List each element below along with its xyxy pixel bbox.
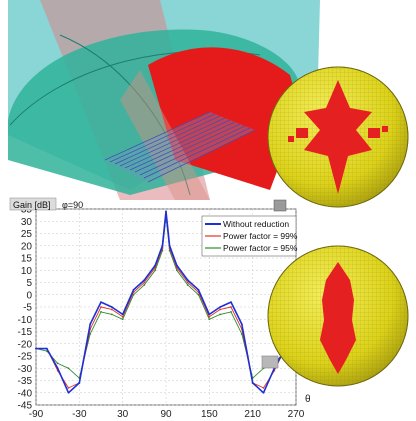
y-tick-label: -10 — [18, 315, 33, 326]
tick-labels: 35302520151050-5-10-15-20-25-30-35-40-45… — [18, 205, 305, 421]
x-tick-label: 90 — [160, 409, 172, 420]
series-0-point — [35, 347, 37, 350]
series-0-point — [45, 347, 48, 350]
series-2-point — [208, 318, 211, 321]
series-0-point — [208, 313, 211, 316]
series-1-point — [219, 308, 222, 311]
series-1-point — [121, 315, 124, 318]
axis-toggle-button[interactable] — [273, 199, 287, 212]
dome-meridian — [59, 34, 191, 196]
series-2-point — [186, 284, 189, 286]
series-2-point — [67, 367, 70, 370]
y-tick-label: 20 — [21, 241, 33, 252]
series-2-point — [230, 311, 232, 313]
series-0-point — [100, 301, 102, 303]
legend-label-without-reduction: Without reduction — [223, 219, 289, 229]
series-0-point — [143, 279, 146, 281]
array-panel — [104, 111, 256, 183]
series-2-point — [175, 269, 178, 272]
series-0-point — [161, 244, 164, 247]
pink-plane-overlay — [120, 70, 210, 200]
series-1-point — [67, 386, 70, 389]
series-0-point — [110, 306, 113, 308]
sphere-pattern-bottom — [267, 245, 409, 387]
series-2-point — [143, 284, 146, 286]
y-tick-label: -20 — [18, 339, 33, 350]
scroll-handle[interactable] — [261, 355, 279, 369]
gain-label: Gain [dB] — [13, 200, 51, 210]
legend-label-power-95: Power factor = 95% — [223, 243, 298, 253]
red-lobe-bottom — [320, 262, 356, 374]
series-2-point — [219, 313, 222, 316]
red-lobe-top — [304, 80, 372, 194]
series-0-point — [165, 210, 167, 213]
series-0-point — [251, 382, 254, 384]
series-0-point — [197, 288, 200, 291]
x-tick-label: 150 — [201, 409, 218, 420]
y-tick-label: -25 — [18, 352, 33, 363]
x-tick-label: 270 — [288, 409, 305, 420]
series-0-point — [132, 288, 135, 291]
legend: Without reduction Power factor = 99% Pow… — [201, 215, 298, 257]
y-tick-label: -35 — [18, 376, 33, 387]
y-tick-label: -45 — [18, 401, 33, 412]
series-2-point — [121, 318, 124, 321]
series-0-point — [240, 323, 243, 326]
series-0-point — [219, 306, 222, 308]
series-2-point — [100, 311, 102, 313]
y-tick-label: -30 — [18, 364, 33, 375]
x-axis-label: θ — [305, 394, 311, 405]
x-tick-label: -90 — [29, 409, 44, 420]
gain-chart: 35302520151050-5-10-15-20-25-30-35-40-45… — [9, 197, 311, 421]
series-0-point — [154, 264, 157, 267]
sphere-pattern-top — [267, 66, 409, 208]
series-0-point — [175, 264, 178, 267]
legend-box — [201, 215, 297, 257]
y-tick-label: 15 — [21, 254, 33, 265]
x-tick-label: 210 — [244, 409, 261, 420]
x-tick-label: -30 — [72, 409, 87, 420]
series-1-point — [262, 386, 265, 389]
grid-lines — [35, 208, 297, 406]
y-tick-label: 0 — [26, 290, 32, 301]
y-tick-label: 5 — [26, 278, 32, 289]
series-0-point — [168, 244, 171, 247]
series-2-point — [56, 362, 59, 365]
series-0-point — [230, 301, 232, 303]
series-1-point — [100, 306, 102, 308]
y-tick-label: 25 — [21, 229, 33, 240]
series-0-point — [67, 391, 70, 394]
antenna-3d-view — [0, 0, 416, 200]
y-tick-label: -5 — [23, 303, 32, 314]
series-0-point — [121, 313, 124, 316]
gain-label-box — [9, 197, 57, 211]
y-tick-label: -40 — [18, 388, 33, 399]
series-0-point — [262, 391, 265, 394]
x-tick-label: 30 — [117, 409, 129, 420]
y-tick-label: 30 — [21, 217, 33, 228]
series-1-point — [143, 281, 146, 284]
series-0-point — [186, 279, 189, 281]
phi-label: φ=90 — [62, 200, 83, 210]
y-tick-label: -15 — [18, 327, 33, 338]
series-0-point — [56, 367, 59, 370]
series-1-point — [230, 306, 232, 308]
series-0-point — [89, 323, 92, 326]
series-1-point — [110, 308, 113, 311]
series-layer — [35, 210, 294, 394]
series-2-point — [110, 313, 113, 316]
legend-label-power-99: Power factor = 99% — [223, 231, 298, 241]
y-tick-label: 10 — [21, 266, 33, 277]
series-1-point — [208, 315, 211, 318]
series-1-point — [186, 281, 189, 284]
series-2-point — [154, 269, 157, 272]
series-0-point — [78, 382, 81, 384]
